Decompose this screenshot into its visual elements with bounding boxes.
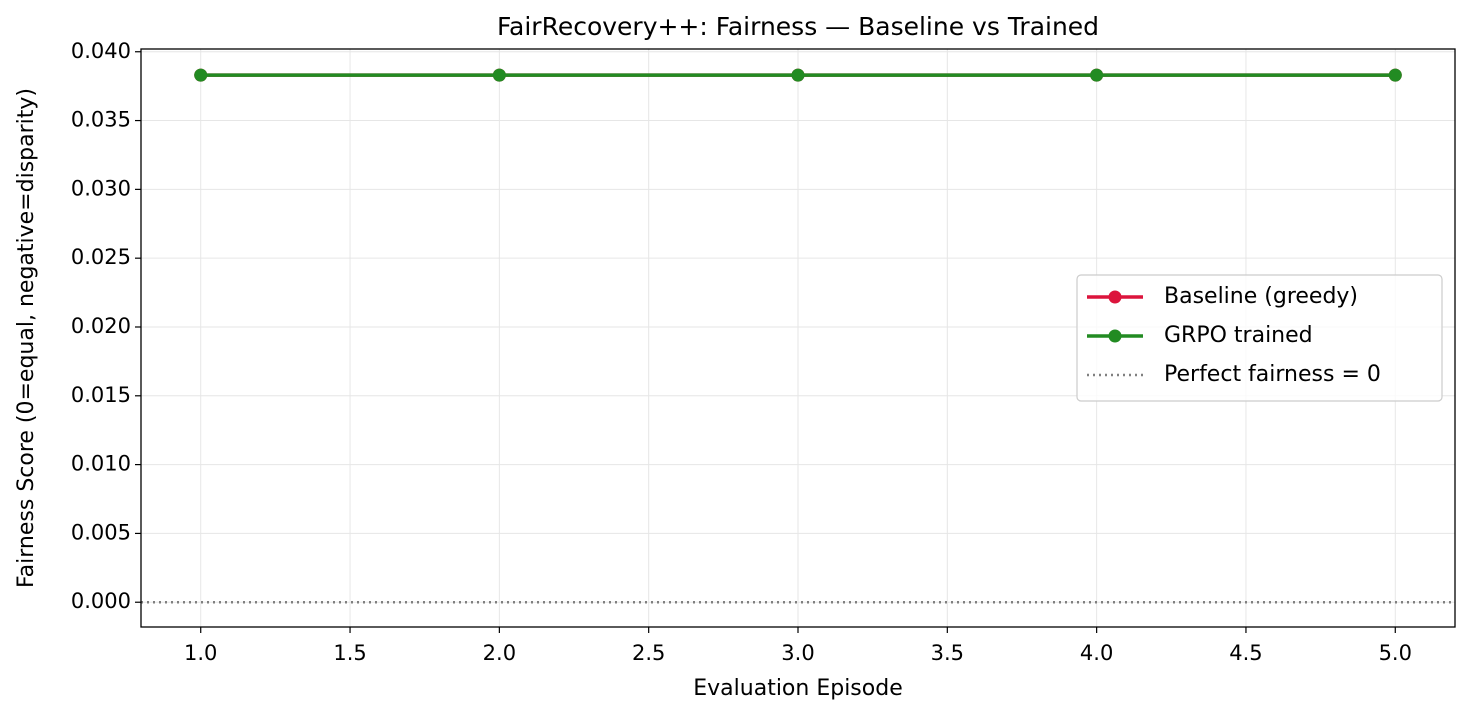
x-tick-label: 3.5	[931, 641, 964, 665]
x-tick-label: 4.0	[1080, 641, 1113, 665]
x-tick-label: 4.5	[1229, 641, 1262, 665]
y-tick-label: 0.025	[71, 245, 131, 269]
legend-label: Perfect fairness = 0	[1164, 362, 1381, 387]
x-axis-label: Evaluation Episode	[693, 676, 902, 701]
x-tick-label: 2.0	[483, 641, 516, 665]
y-tick-label: 0.000	[71, 589, 131, 613]
legend-label: Baseline (greedy)	[1164, 284, 1358, 309]
marker	[194, 68, 208, 82]
x-tick-label: 2.5	[632, 641, 665, 665]
legend-marker	[1108, 290, 1122, 304]
marker	[791, 68, 805, 82]
y-tick-label: 0.010	[71, 452, 131, 476]
y-tick-label: 0.030	[71, 176, 131, 200]
marker	[1090, 68, 1104, 82]
x-tick-label: 1.0	[184, 641, 217, 665]
x-tick-label: 3.0	[781, 641, 814, 665]
y-tick-label: 0.015	[71, 383, 131, 407]
legend-label: GRPO trained	[1164, 323, 1313, 348]
marker	[1388, 68, 1402, 82]
y-tick-label: 0.035	[71, 108, 131, 132]
x-tick-label: 5.0	[1379, 641, 1412, 665]
chart-title: FairRecovery++: Fairness — Baseline vs T…	[497, 12, 1099, 41]
axes-frame	[140, 48, 1456, 628]
y-tick-label: 0.040	[71, 39, 131, 63]
legend-marker	[1108, 329, 1122, 343]
y-tick-label: 0.005	[71, 520, 131, 544]
y-axis-label: Fairness Score (0=equal, negative=dispar…	[14, 88, 39, 588]
legend-box	[1076, 274, 1443, 402]
y-tick-label: 0.020	[71, 314, 131, 338]
x-tick-label: 1.5	[333, 641, 366, 665]
marker	[492, 68, 506, 82]
